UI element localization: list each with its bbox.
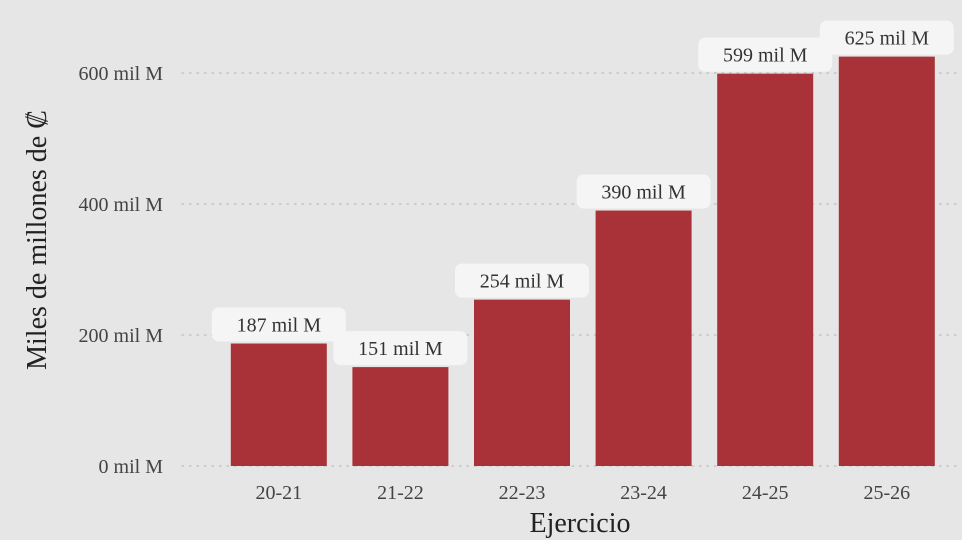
bar <box>838 56 935 466</box>
x-tick-label: 22-23 <box>499 482 546 504</box>
bar <box>352 367 449 466</box>
x-axis-title: Ejercicio <box>529 508 630 539</box>
data-label-box <box>211 307 346 342</box>
y-axis-title: Miles de millones de ₡ <box>22 110 53 370</box>
data-label: 625 mil M <box>845 28 930 50</box>
data-label: 151 mil M <box>358 338 443 360</box>
x-tick-labels: 20-21 21-22 22-23 23-24 24-25 25-26 <box>255 482 910 504</box>
y-tick-label: 200 mil M <box>79 325 164 347</box>
data-label: 187 mil M <box>237 315 322 337</box>
x-tick-label: 25-26 <box>863 482 910 504</box>
bar <box>474 299 570 466</box>
bar <box>230 343 327 466</box>
y-tick-label: 400 mil M <box>79 194 164 216</box>
data-label-box <box>698 37 833 72</box>
data-labels: 187 mil M 151 mil M 254 mil M 390 mil M 599 … <box>211 20 954 366</box>
y-tick-label: 0 mil M <box>99 456 164 478</box>
bars <box>230 56 935 466</box>
data-label: 390 mil M <box>601 182 686 204</box>
bar <box>595 210 692 466</box>
data-label-box <box>333 331 468 366</box>
data-label: 599 mil M <box>723 45 808 67</box>
bar <box>717 73 814 466</box>
y-tick-label: 600 mil M <box>79 63 164 85</box>
data-label-box <box>576 174 711 209</box>
data-label-box <box>819 20 954 55</box>
x-tick-label: 23-24 <box>620 482 667 504</box>
x-tick-label: 21-22 <box>377 482 424 504</box>
x-tick-label: 24-25 <box>742 482 789 504</box>
data-label: 254 mil M <box>480 271 565 293</box>
x-tick-label: 20-21 <box>255 482 302 504</box>
data-label-box <box>455 263 589 298</box>
y-tick-labels: 0 mil M 200 mil M 400 mil M 600 mil M <box>79 63 164 478</box>
